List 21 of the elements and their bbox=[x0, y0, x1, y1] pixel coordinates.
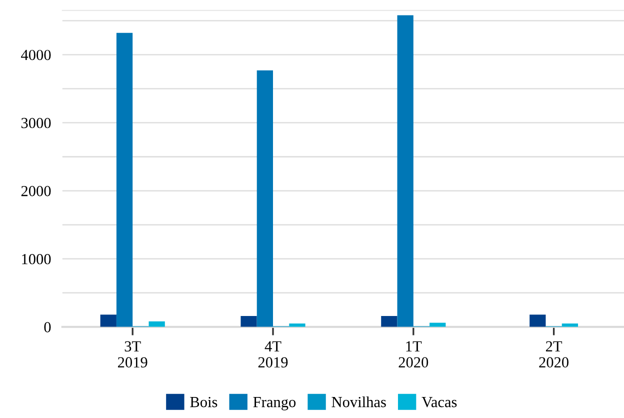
bar bbox=[100, 314, 116, 327]
bar bbox=[148, 321, 165, 327]
y-tick-label: 1000 bbox=[22, 254, 51, 264]
bar bbox=[256, 70, 273, 327]
x-tick-label: 4T 2019 bbox=[258, 341, 288, 368]
y-tick-label: 0 bbox=[44, 322, 51, 332]
legend-label: Vacas bbox=[422, 397, 457, 408]
x-tick-label: 3T 2019 bbox=[118, 341, 148, 368]
bar bbox=[289, 323, 306, 327]
legend-label: Frango bbox=[253, 397, 296, 410]
bar bbox=[381, 316, 398, 327]
x-tick-label: 2T 2020 bbox=[539, 341, 568, 368]
y-tick-label: 3000 bbox=[21, 118, 51, 128]
bar bbox=[397, 15, 414, 327]
legend-label: Novilhas bbox=[332, 396, 386, 408]
x-tick-label: 1T 2020 bbox=[398, 341, 428, 368]
legend-label: Bois bbox=[190, 396, 218, 408]
y-tick-label: 4000 bbox=[21, 50, 51, 60]
bar bbox=[240, 316, 257, 327]
y-tick-label: 2000 bbox=[21, 186, 51, 196]
bar bbox=[116, 32, 133, 327]
